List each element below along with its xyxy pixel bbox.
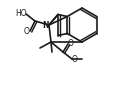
Text: N: N — [42, 21, 49, 29]
Text: O: O — [68, 39, 74, 48]
Text: O: O — [24, 27, 30, 37]
Text: O: O — [72, 54, 78, 64]
Text: HO: HO — [15, 9, 27, 17]
